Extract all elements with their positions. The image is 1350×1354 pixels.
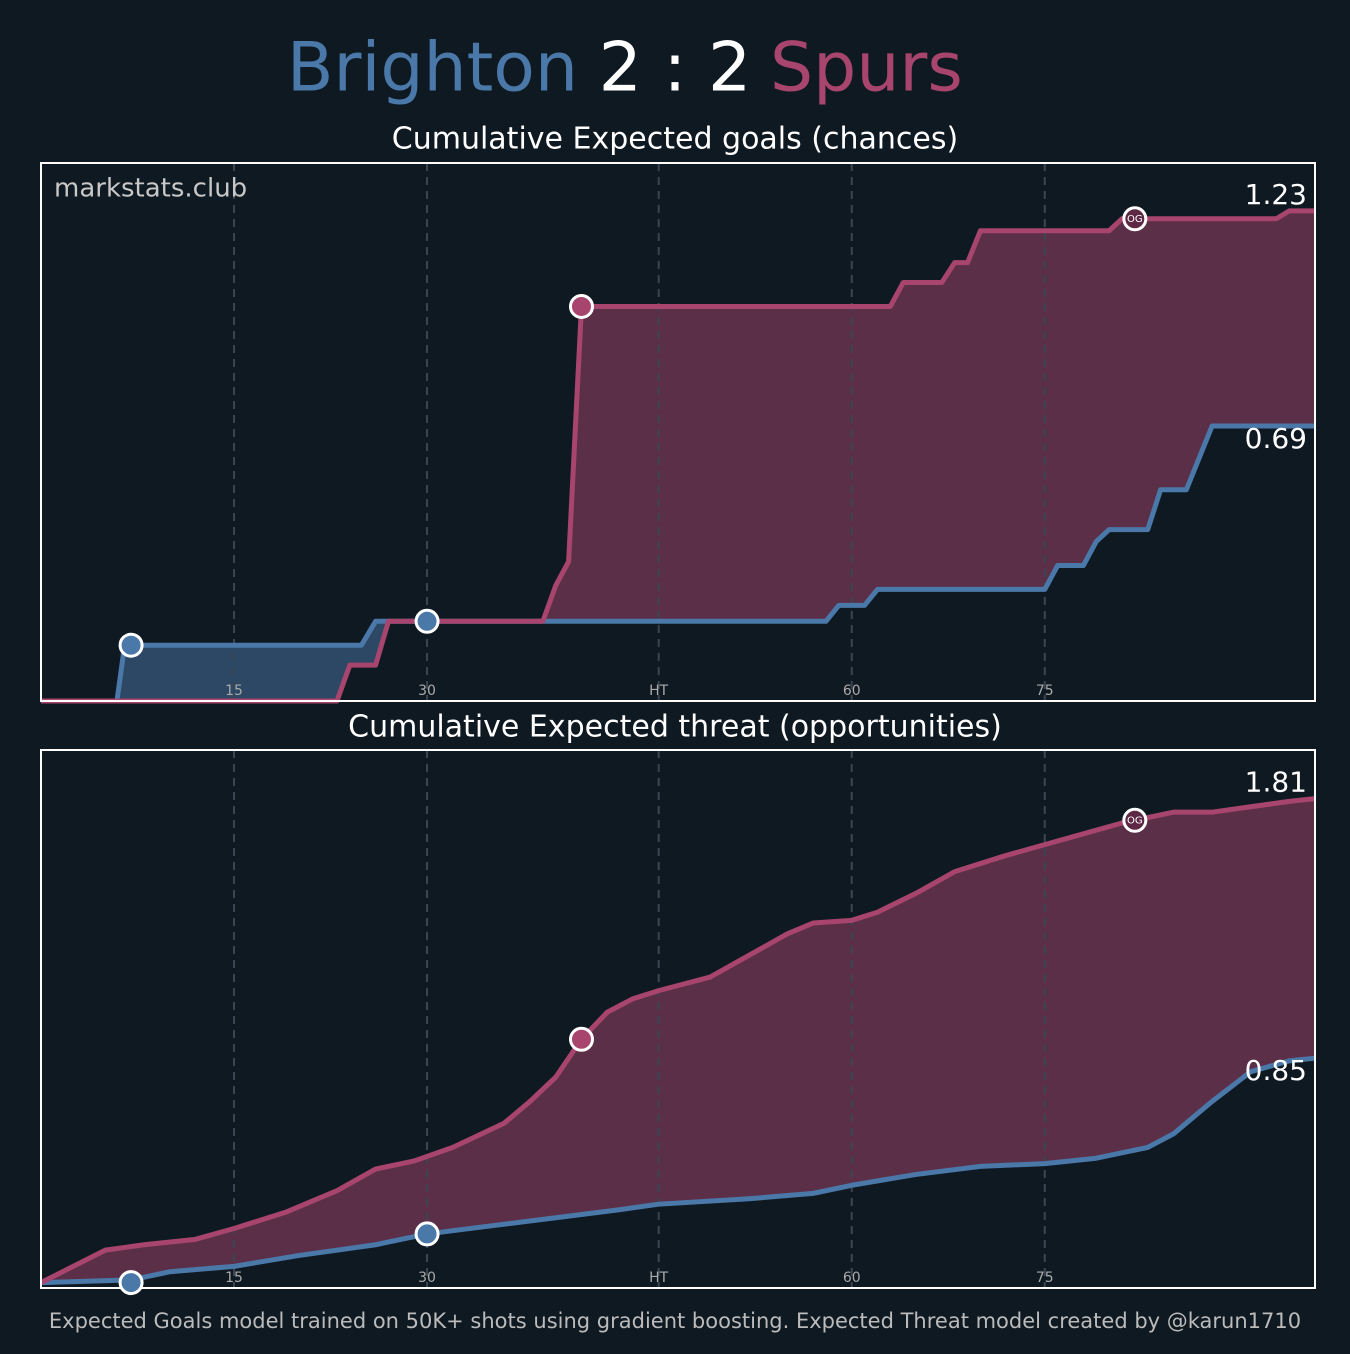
away-team: Spurs: [770, 29, 963, 108]
goal-marker: [568, 293, 594, 319]
x-tick-label: 75: [1036, 1270, 1054, 1286]
watermark: markstats.club: [54, 174, 247, 204]
end-value-label: 0.69: [1245, 422, 1307, 455]
x-tick-label: HT: [649, 683, 669, 699]
score: 2 : 2: [599, 29, 752, 108]
chart-title: Cumulative Expected threat (opportunitie…: [348, 710, 1002, 745]
goal-marker: [118, 632, 144, 658]
end-value-label: 1.23: [1245, 178, 1307, 211]
home-team: Brighton: [287, 29, 578, 108]
goal-marker: [414, 608, 440, 634]
x-tick-label: 15: [225, 1270, 243, 1286]
goal-label: OG: [1127, 815, 1143, 826]
x-tick-label: 30: [418, 683, 436, 699]
footer: Expected Goals model trained on 50K+ sho…: [49, 1309, 1301, 1333]
plot-frame: [40, 749, 1316, 1289]
goal-marker: [1122, 206, 1148, 232]
goal-label: OG: [1127, 214, 1143, 225]
plot-frame: [40, 162, 1316, 702]
goal-marker: [1122, 807, 1148, 833]
x-tick-label: 15: [225, 683, 243, 699]
area-fill: [41, 210, 1315, 701]
x-tick-label: 75: [1036, 683, 1054, 699]
goal-marker: [118, 1270, 144, 1296]
chart-title: Cumulative Expected goals (chances): [392, 122, 958, 157]
series-line: [40, 1055, 1316, 1286]
x-tick-label: 60: [843, 683, 861, 699]
series-line: [41, 423, 1315, 704]
x-tick-label: 60: [843, 1270, 861, 1286]
goal-marker: [414, 1221, 440, 1247]
goal-marker: [568, 1026, 594, 1052]
end-value-label: 0.85: [1245, 1054, 1307, 1087]
series-line: [41, 208, 1315, 704]
x-tick-label: 30: [418, 1270, 436, 1286]
end-value-label: 1.81: [1245, 766, 1307, 799]
x-tick-label: HT: [649, 1270, 669, 1286]
